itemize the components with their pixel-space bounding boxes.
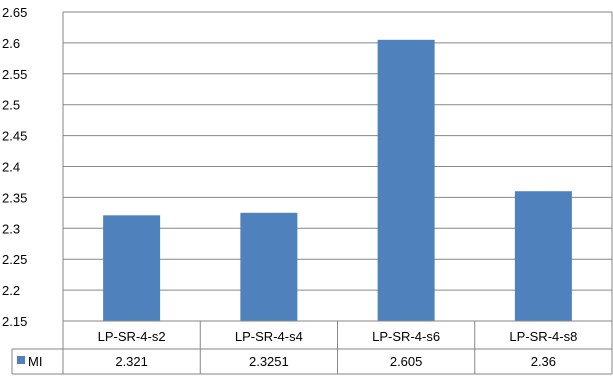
- y-tick-label: 2.4: [2, 160, 20, 175]
- y-tick-label: 2.25: [2, 252, 27, 267]
- y-tick-label: 2.5: [2, 98, 20, 113]
- bar: [514, 191, 572, 321]
- y-tick-label: 2.6: [2, 36, 20, 51]
- data-label: 2.36: [531, 354, 556, 369]
- y-tick-label: 2.2: [2, 283, 20, 298]
- data-label: 2.321: [115, 354, 148, 369]
- data-label: 2.605: [390, 354, 423, 369]
- bars: [103, 39, 572, 322]
- legend-label: MI: [28, 354, 42, 369]
- data-label: 2.3251: [249, 354, 289, 369]
- x-tick-label: LP-SR-4-s8: [509, 329, 577, 344]
- y-tick-label: 2.55: [2, 67, 27, 82]
- bar: [103, 215, 161, 321]
- y-tick-label: 2.65: [2, 5, 27, 20]
- legend-swatch: [17, 356, 25, 364]
- x-tick-label: LP-SR-4-s6: [372, 329, 440, 344]
- bar: [377, 39, 435, 322]
- x-tick-label: LP-SR-4-s2: [98, 329, 166, 344]
- y-axis: 2.65 2.6 2.55 2.5 2.45 2.4 2.35 2.3 2.25 2.2 2.15: [2, 5, 64, 329]
- y-tick-label: 2.3: [2, 221, 20, 236]
- y-tick-label: 2.35: [2, 190, 27, 205]
- bar: [240, 212, 298, 321]
- x-tick-label: LP-SR-4-s4: [235, 329, 303, 344]
- data-table: LP-SR-4-s2 2.321 LP-SR-4-s4 2.3251 LP-SR-4-s…: [11, 320, 613, 375]
- y-tick-label: 2.15: [2, 314, 27, 329]
- y-tick-label: 2.45: [2, 129, 27, 144]
